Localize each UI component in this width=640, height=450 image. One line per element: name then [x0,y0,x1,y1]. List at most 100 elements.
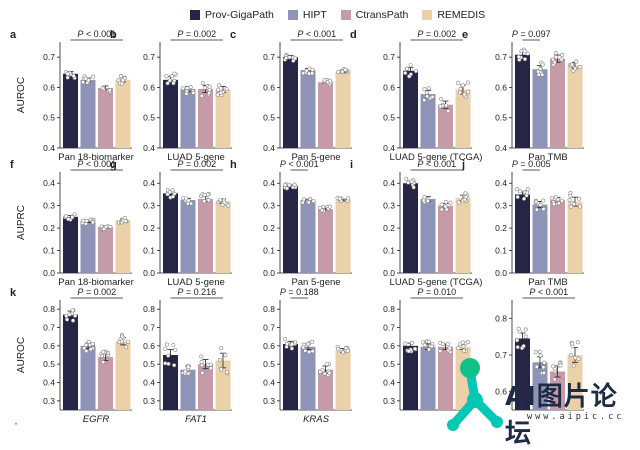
legend-item: REMEDIS [422,6,485,24]
chart-title: Pan 5-gene [291,277,340,288]
legend-item: CtransPath [340,6,408,24]
y-tick-label: 0.4 [495,178,507,188]
bar [215,89,231,148]
data-point [119,73,124,78]
y-tick-label: 0.3 [263,396,275,406]
data-point [202,199,207,204]
data-point [340,69,345,74]
data-point [81,218,86,223]
data-point [541,207,546,212]
data-point [170,74,175,79]
data-point [310,339,315,344]
data-point [466,340,471,345]
data-point [425,198,430,203]
y-tick-label: 0.3 [383,396,395,406]
bar [438,205,453,273]
data-point [81,80,86,85]
y-tick-label: 0.4 [383,143,395,153]
bar [300,200,316,273]
data-point [287,55,292,60]
p-value-label: P < 0.001 [77,159,116,169]
chart-title: Pan TMB [528,152,567,163]
data-point [318,369,323,374]
y-tick-label: 0.5 [143,359,155,369]
data-point [440,342,445,347]
data-point [542,360,547,365]
data-point [550,57,555,62]
y-tick-label: 0.6 [43,341,55,351]
bar [198,364,213,410]
bar [335,71,351,148]
bar [63,73,78,148]
p-value-label: P = 0.216 [177,287,216,297]
y-tick-label: 0.8 [143,304,155,314]
bar [318,209,333,273]
data-point [65,71,70,76]
bar [283,344,298,410]
data-point [525,190,530,195]
panel-letter: g [110,159,117,171]
data-point [446,109,451,114]
chart-title: KRAS [303,414,330,425]
bar [180,200,196,273]
bar [180,369,196,410]
data-point [556,201,561,206]
data-point [422,195,427,200]
bar [455,197,471,273]
y-tick-label: 0.7 [43,323,55,333]
footer-mark: · [14,416,18,430]
data-point [458,90,463,95]
data-point [292,182,297,187]
y-tick-label: 0.4 [43,143,55,153]
bar [300,346,316,410]
data-point [303,348,308,353]
bar [403,70,418,148]
chart-title: LUAD 5-gene [167,277,225,288]
data-point [346,196,351,201]
data-point [293,340,298,345]
bar [283,57,298,149]
data-point [559,57,564,62]
y-tick-label: 0.4 [263,178,275,188]
y-tick-label: 0.6 [383,82,395,92]
y-tick-label: 0.7 [143,52,155,62]
data-point [516,326,521,331]
watermark-url: www.aipic.cc [527,412,625,422]
y-tick-label: 0.5 [495,113,507,123]
y-tick-label: 0.6 [143,341,155,351]
data-point [285,186,290,191]
data-point [185,86,190,91]
data-point [523,327,528,332]
y-tick-label: 0.6 [495,82,507,92]
data-point [306,200,311,205]
data-point [86,339,91,344]
panel-letter: f [10,159,14,171]
y-tick-label: 0.4 [43,378,55,388]
data-point [538,353,543,358]
y-tick-label: 0.3 [43,396,55,406]
data-point [538,66,543,71]
y-tick-label: 0.7 [495,350,507,360]
data-point [208,362,213,367]
bar [198,198,213,273]
data-point [445,341,450,346]
legend-swatch [190,10,200,20]
data-point [455,81,460,86]
bar [80,345,96,410]
data-point [568,193,573,198]
p-value-label: P = 0.097 [512,29,551,39]
panel-letter: c [230,29,236,41]
data-point [108,224,113,229]
y-tick-label: 0.4 [43,178,55,188]
y-tick-label: 0.6 [263,82,275,92]
data-point [199,93,204,98]
bar [420,346,436,410]
bar [515,194,530,273]
data-point [461,348,466,353]
data-point [208,366,213,371]
data-point [124,345,129,350]
y-tick-label: 0.3 [495,201,507,211]
y-axis-label: AUROC [16,337,27,373]
bar [335,200,351,273]
chart-title: LUAD 5-gene (TCGA) [390,277,483,288]
